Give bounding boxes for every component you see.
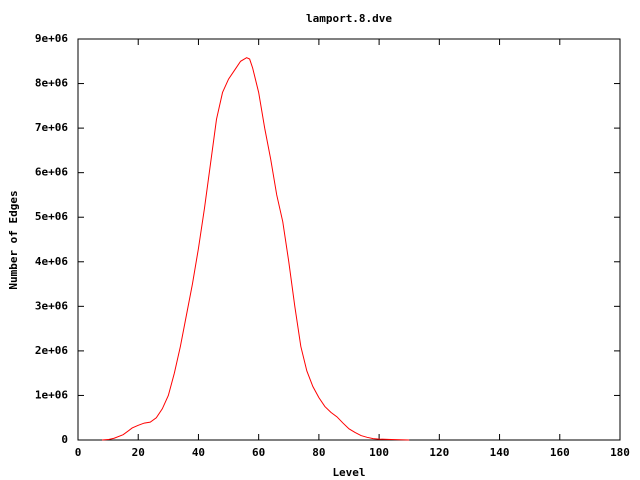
x-axis-label: Level — [332, 466, 365, 479]
y-tick-label: 0 — [61, 433, 68, 446]
y-tick-label: 5e+06 — [35, 210, 68, 223]
x-tick-label: 180 — [610, 446, 630, 459]
x-tick-label: 80 — [312, 446, 325, 459]
data-line — [102, 57, 410, 441]
y-tick-label: 6e+06 — [35, 166, 68, 179]
y-tick-label: 2e+06 — [35, 344, 68, 357]
x-tick-label: 0 — [75, 446, 82, 459]
y-tick-label: 8e+06 — [35, 77, 68, 90]
y-tick-label: 9e+06 — [35, 32, 68, 45]
y-tick-label: 1e+06 — [35, 388, 68, 401]
chart-title: lamport.8.dve — [306, 12, 392, 25]
y-tick-label: 4e+06 — [35, 255, 68, 268]
x-tick-label: 20 — [132, 446, 145, 459]
x-tick-label: 60 — [252, 446, 265, 459]
x-tick-label: 160 — [550, 446, 570, 459]
y-tick-label: 3e+06 — [35, 299, 68, 312]
x-tick-label: 40 — [192, 446, 205, 459]
x-tick-label: 100 — [369, 446, 389, 459]
y-axis-label: Number of Edges — [7, 190, 20, 289]
plot-border — [77, 38, 621, 441]
y-tick-label: 7e+06 — [35, 121, 68, 134]
x-tick-label: 120 — [429, 446, 449, 459]
x-tick-label: 140 — [490, 446, 510, 459]
